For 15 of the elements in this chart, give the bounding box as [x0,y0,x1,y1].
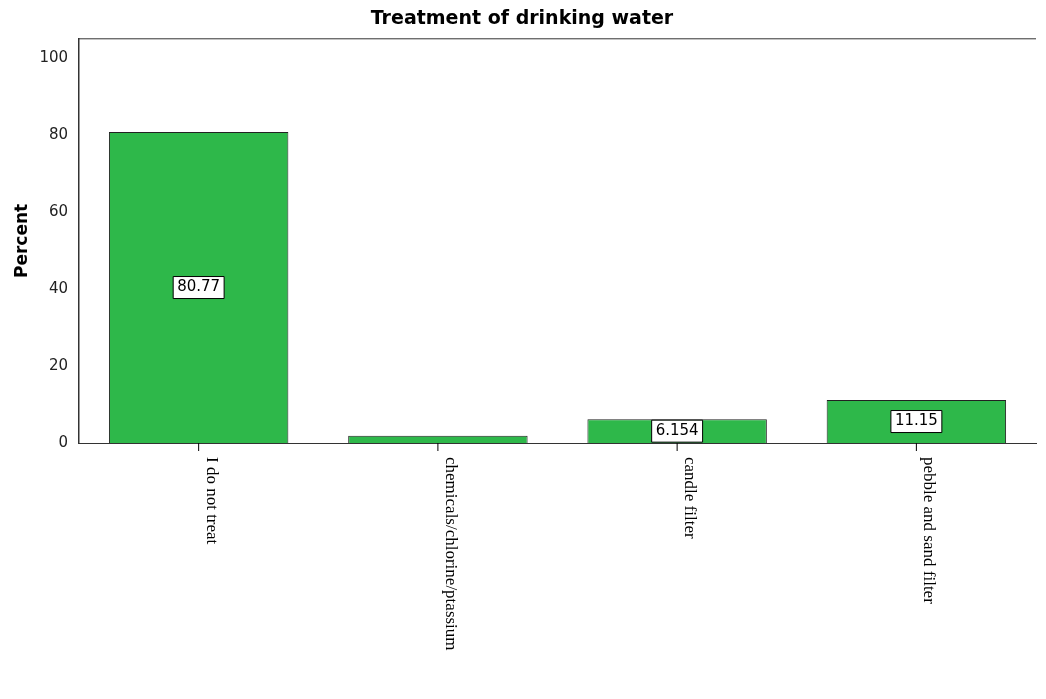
y-tick-label: 100 [39,47,69,66]
y-tick-label: 0 [58,432,69,451]
y-tick-label: 80 [48,124,69,143]
x-tick-label: I do not treat [202,457,222,545]
data-label: 11.15 [894,411,938,430]
y-tick-label: 40 [48,278,69,297]
x-tick-label: chemicals/chlorine/ptassium [441,457,461,651]
y-axis-title: Percent [10,203,31,279]
y-tick-label: 60 [48,201,69,220]
chart-title: Treatment of drinking water [370,6,674,29]
data-label: 80.77 [177,277,221,296]
x-tick-label: candle filter [681,457,701,539]
data-label: 6.154 [655,421,699,440]
x-tick-label: pebble and sand filter [920,457,940,605]
y-tick-label: 20 [48,355,69,374]
